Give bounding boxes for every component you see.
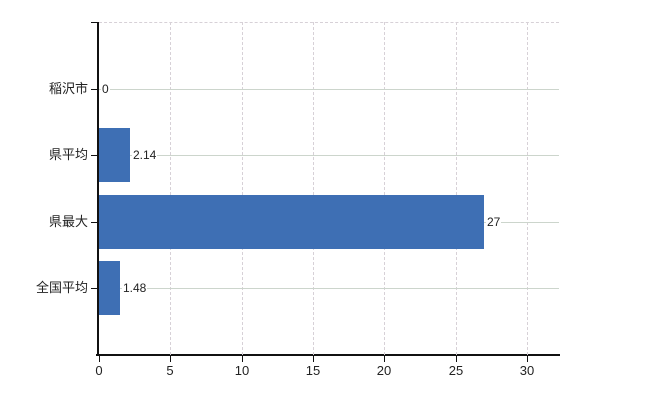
category-label: 稲沢市 xyxy=(48,81,88,96)
gridline-vertical xyxy=(527,22,528,355)
x-tick xyxy=(99,356,100,362)
y-tick xyxy=(91,222,97,223)
x-tick-label: 20 xyxy=(376,363,392,378)
x-tick xyxy=(242,356,243,362)
x-tick-label: 10 xyxy=(234,363,250,378)
category-label: 県最大 xyxy=(48,214,88,229)
y-tick xyxy=(91,288,97,289)
gridline-vertical xyxy=(313,22,314,355)
x-tick-label: 0 xyxy=(95,363,103,378)
x-tick xyxy=(313,356,314,362)
gridline-vertical xyxy=(384,22,385,355)
plot-top-border xyxy=(99,22,559,23)
gridline-vertical xyxy=(242,22,243,355)
plot-area: 0 2.14 27 1.48 xyxy=(99,22,559,355)
gridline-horizontal xyxy=(99,155,559,156)
y-tick xyxy=(91,155,97,156)
value-label: 27 xyxy=(486,215,502,229)
category-label: 全国平均 xyxy=(35,280,88,295)
x-tick-label: 30 xyxy=(519,363,535,378)
x-tick xyxy=(170,356,171,362)
gridline-vertical xyxy=(456,22,457,355)
x-tick-label: 5 xyxy=(166,363,174,378)
x-axis-line xyxy=(96,354,560,356)
gridline-vertical xyxy=(170,22,171,355)
y-tick xyxy=(91,89,97,90)
y-axis-line xyxy=(97,22,99,355)
x-tick xyxy=(456,356,457,362)
value-label: 0 xyxy=(101,82,110,96)
x-tick-label: 15 xyxy=(305,363,321,378)
bar xyxy=(99,195,484,249)
category-label: 県平均 xyxy=(48,147,88,162)
gridline-horizontal xyxy=(99,288,559,289)
x-tick xyxy=(527,356,528,362)
gridline-horizontal xyxy=(99,89,559,90)
value-label: 2.14 xyxy=(132,148,158,162)
bar xyxy=(99,128,130,182)
y-tick xyxy=(91,22,97,23)
x-tick-label: 25 xyxy=(448,363,464,378)
value-label: 1.48 xyxy=(122,281,148,295)
x-tick xyxy=(384,356,385,362)
bar xyxy=(99,261,120,315)
